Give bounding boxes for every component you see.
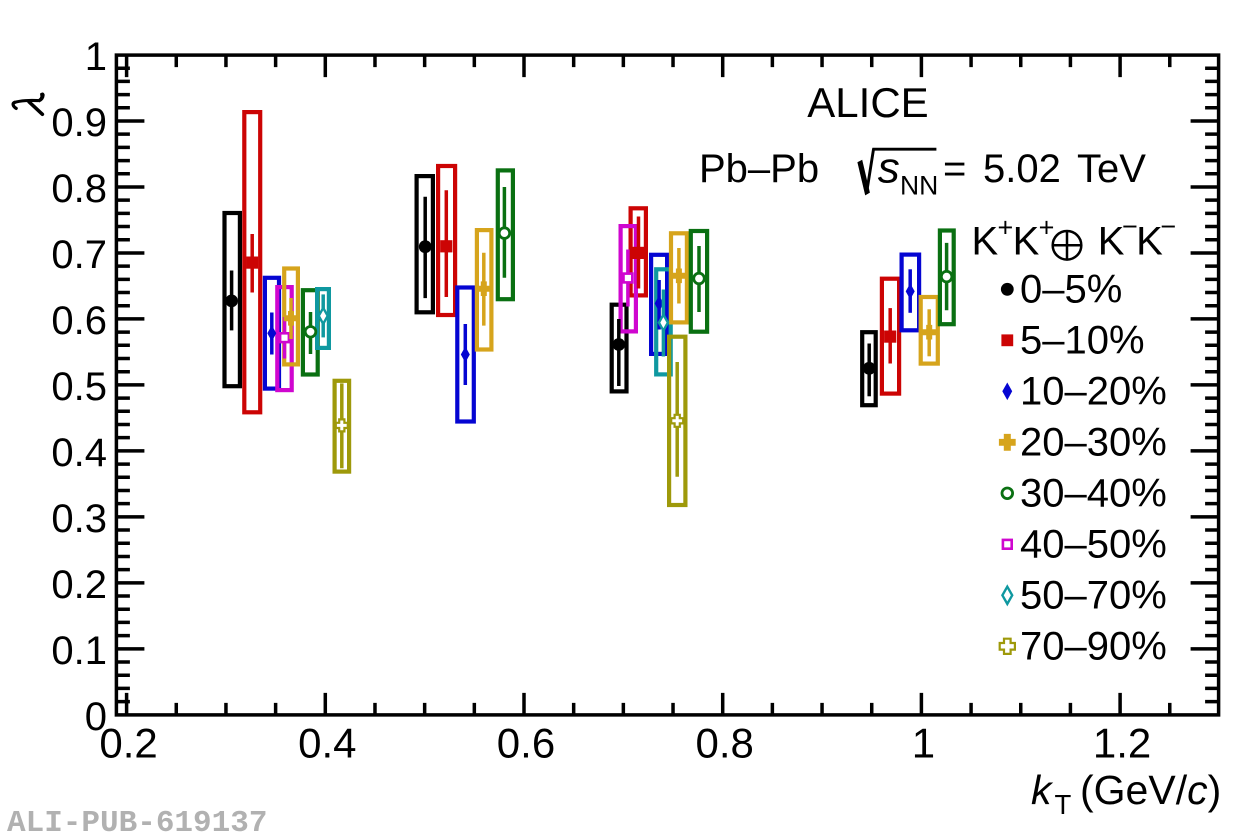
svg-text:1: 1 xyxy=(85,35,107,79)
svg-text:0: 0 xyxy=(85,695,107,739)
svg-text:0–5%: 0–5% xyxy=(1020,268,1122,312)
svg-text:0.6: 0.6 xyxy=(497,720,555,767)
svg-text:0.7: 0.7 xyxy=(51,233,107,277)
svg-text:=: = xyxy=(943,147,966,191)
svg-text:50–70%: 50–70% xyxy=(1020,574,1167,618)
svg-text:0.6: 0.6 xyxy=(51,299,107,343)
svg-text:kT(GeV/c): k T (GeV/c) xyxy=(1031,767,1221,820)
svg-text:5.02: 5.02 xyxy=(983,147,1061,191)
svg-text:0.2: 0.2 xyxy=(99,720,157,767)
svg-text:0.4: 0.4 xyxy=(298,720,356,767)
svg-text:ALICE: ALICE xyxy=(807,79,928,126)
svg-text:40–50%: 40–50% xyxy=(1020,523,1167,567)
svg-text:0.3: 0.3 xyxy=(51,497,107,541)
svg-text:20–30%: 20–30% xyxy=(1020,421,1167,465)
svg-text:ALI-PUB-619137: ALI-PUB-619137 xyxy=(7,806,267,835)
svg-text:1.2: 1.2 xyxy=(1093,720,1151,767)
svg-text:0.5: 0.5 xyxy=(51,365,107,409)
svg-text:NN: NN xyxy=(900,171,938,201)
svg-text:0.8: 0.8 xyxy=(696,720,754,767)
svg-text:Pb–Pb: Pb–Pb xyxy=(699,147,819,191)
svg-text:0.9: 0.9 xyxy=(51,101,107,145)
svg-text:0.4: 0.4 xyxy=(51,431,107,475)
svg-text:K+K+K−K−: K+K+ K−K− xyxy=(972,212,1177,264)
svg-text:5–10%: 5–10% xyxy=(1020,319,1145,363)
svg-text:TeV: TeV xyxy=(1077,147,1146,191)
svg-text:10–20%: 10–20% xyxy=(1020,370,1167,414)
svg-text:0.1: 0.1 xyxy=(51,629,107,673)
svg-text:0.8: 0.8 xyxy=(51,167,107,211)
svg-text:s: s xyxy=(878,144,900,193)
svg-text:30–40%: 30–40% xyxy=(1020,472,1167,516)
svg-text:0.2: 0.2 xyxy=(51,563,107,607)
svg-text:70–90%: 70–90% xyxy=(1020,625,1167,669)
svg-text:1: 1 xyxy=(912,720,935,767)
